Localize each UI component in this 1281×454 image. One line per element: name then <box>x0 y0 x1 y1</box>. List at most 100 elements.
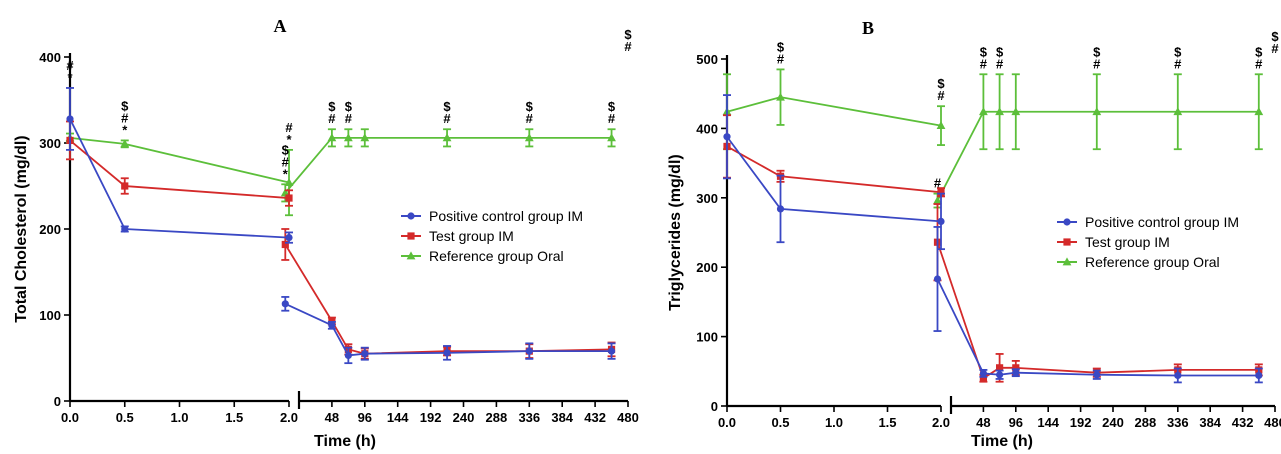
data-point <box>343 133 353 142</box>
data-point <box>937 217 945 225</box>
significance-mark: $ <box>121 98 129 113</box>
legend-marker <box>406 251 416 260</box>
x-tick-label: 144 <box>1037 415 1059 430</box>
data-point <box>995 107 1004 116</box>
legend-label: Reference group Oral <box>1085 254 1220 270</box>
y-tick-label: 200 <box>39 222 61 237</box>
legend-marker <box>407 212 415 220</box>
significance-mark: # <box>1093 56 1101 71</box>
x-tick-label: 48 <box>976 415 990 430</box>
x-tick-label: 2.0 <box>932 415 950 430</box>
series-2 <box>65 128 616 217</box>
y-tick-label: 500 <box>696 52 718 67</box>
significance-mark: # <box>66 58 74 73</box>
legend-label: Positive control group IM <box>429 208 583 224</box>
data-point <box>937 188 945 196</box>
data-point <box>327 133 337 142</box>
x-tick-label: 432 <box>584 410 606 425</box>
significance-mark: # <box>121 110 129 125</box>
series-line <box>69 136 290 184</box>
data-point <box>285 194 293 202</box>
significance-mark: $ <box>526 99 534 114</box>
x-tick-label: 336 <box>1167 415 1189 430</box>
legend-label: Test group IM <box>1085 234 1170 250</box>
significance-mark: # <box>443 111 451 126</box>
y-tick-label: 300 <box>696 191 718 206</box>
series-line <box>69 118 290 239</box>
x-tick-label: 2.0 <box>280 410 298 425</box>
significance-mark: # <box>1174 56 1182 71</box>
significance-mark: # <box>996 56 1004 71</box>
significance-mark: $ <box>624 27 632 42</box>
data-point <box>607 133 616 142</box>
series-line <box>936 110 1259 201</box>
data-point <box>776 92 785 101</box>
data-point <box>979 107 988 116</box>
chart-panel-a: A 0 100 200 300 400 0.0 0.5 1.0 1.5 2.0 48 96 144 192 2… <box>13 16 639 450</box>
data-point <box>525 347 533 355</box>
x-tick-label: 96 <box>358 410 372 425</box>
x-tick-label: 96 <box>1009 415 1023 430</box>
x-tick-label: 48 <box>325 410 339 425</box>
legend-label: Test group IM <box>429 228 514 244</box>
series-1 <box>723 114 1263 383</box>
significance-mark: $ <box>937 76 945 91</box>
data-point <box>1092 107 1102 116</box>
data-point <box>1012 369 1020 377</box>
series-0 <box>66 87 616 365</box>
x-tick-label: 1.5 <box>878 415 896 430</box>
data-point <box>360 133 370 142</box>
data-point <box>723 133 731 141</box>
y-axis-label: Triglycerides (mg/dl) <box>667 154 684 310</box>
significance-mark: # <box>934 176 942 191</box>
x-tick-label: 432 <box>1232 415 1254 430</box>
data-point <box>933 275 942 283</box>
data-point <box>996 371 1004 379</box>
x-tick-label: 0.5 <box>116 410 134 425</box>
x-tick-label: 480 <box>617 410 639 425</box>
data-point <box>328 321 336 329</box>
data-point <box>524 133 534 142</box>
significance-mark: $ <box>980 44 988 59</box>
data-point <box>979 369 988 377</box>
significance-mark: * <box>283 166 289 181</box>
series-line <box>726 96 942 127</box>
x-axis-label: Time (h) <box>314 433 376 450</box>
x-tick-label: 192 <box>420 410 442 425</box>
data-point <box>996 364 1004 372</box>
x-tick-label: 480 <box>1264 415 1281 430</box>
data-point <box>1093 371 1101 379</box>
data-point <box>442 133 452 142</box>
x-tick-label: 384 <box>551 410 573 425</box>
data-point <box>936 121 946 130</box>
data-point <box>344 351 352 360</box>
significance-mark: # <box>777 51 785 66</box>
data-point <box>776 205 785 213</box>
x-tick-label: 336 <box>518 410 540 425</box>
data-point <box>280 188 290 197</box>
x-tick-label: 240 <box>453 410 475 425</box>
y-tick-label: 300 <box>39 136 61 151</box>
x-tick-label: 288 <box>486 410 508 425</box>
chart-panel-b: B 0 100 200 300 400 500 0.0 0.5 1.0 1.5 2.0 48 96 144 1… <box>667 18 1281 450</box>
significance-mark: $ <box>443 99 451 114</box>
x-tick-label: 240 <box>1102 415 1124 430</box>
data-point <box>443 349 451 357</box>
x-tick-label: 384 <box>1199 415 1221 430</box>
series-line <box>726 136 942 223</box>
x-tick-label: 1.0 <box>825 415 843 430</box>
data-point <box>66 115 74 123</box>
data-point <box>361 350 369 358</box>
x-tick-label: 192 <box>1070 415 1092 430</box>
y-tick-label: 0 <box>711 399 718 414</box>
significance-mark: # <box>526 111 534 126</box>
significance-mark: # <box>624 39 632 54</box>
y-tick-label: 100 <box>39 308 61 323</box>
legend-marker <box>1062 257 1072 266</box>
significance-mark: # <box>1271 41 1279 56</box>
data-point <box>281 300 289 308</box>
x-axis-label: Time (h) <box>971 433 1033 450</box>
significance-mark: $ <box>1093 44 1101 59</box>
data-point <box>121 182 129 190</box>
significance-mark: $ <box>777 39 785 54</box>
